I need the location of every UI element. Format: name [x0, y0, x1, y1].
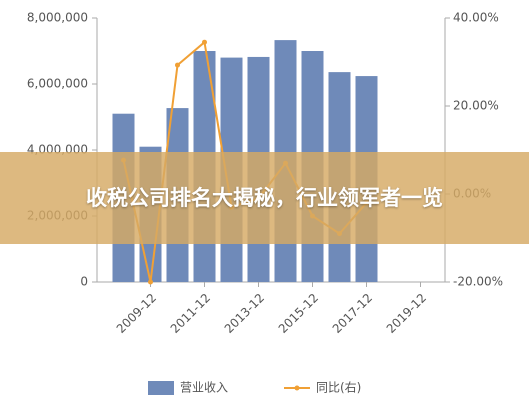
banner-title: 收税公司排名大揭秘，行业领军者一览 [86, 186, 443, 210]
x-tick-label: 2017-12 [330, 291, 375, 336]
x-tick-label: 2009-12 [114, 291, 159, 336]
y-tick-label: 8,000,000 [27, 11, 88, 25]
y2-tick-label: 20.00% [453, 99, 499, 113]
line-point [175, 62, 180, 68]
y2-tick-label: -20.00% [453, 275, 503, 289]
line-point [202, 39, 207, 45]
banner: 收税公司排名大揭秘，行业领军者一览 [0, 152, 529, 244]
x-tick-label: 2011-12 [168, 291, 213, 336]
y2-tick-label: 40.00% [453, 11, 499, 25]
y-tick-label: 0 [80, 275, 88, 289]
x-tick-label: 2015-12 [276, 291, 321, 336]
x-tick-label: 2019-12 [384, 291, 429, 336]
x-tick-label: 2013-12 [222, 291, 267, 336]
legend-swatch [294, 385, 300, 391]
legend-swatch [148, 381, 174, 395]
y-tick-label: 6,000,000 [27, 77, 88, 91]
legend-label: 同比(右) [316, 380, 361, 395]
line-point [148, 279, 153, 285]
legend-label: 营业收入 [180, 381, 228, 395]
